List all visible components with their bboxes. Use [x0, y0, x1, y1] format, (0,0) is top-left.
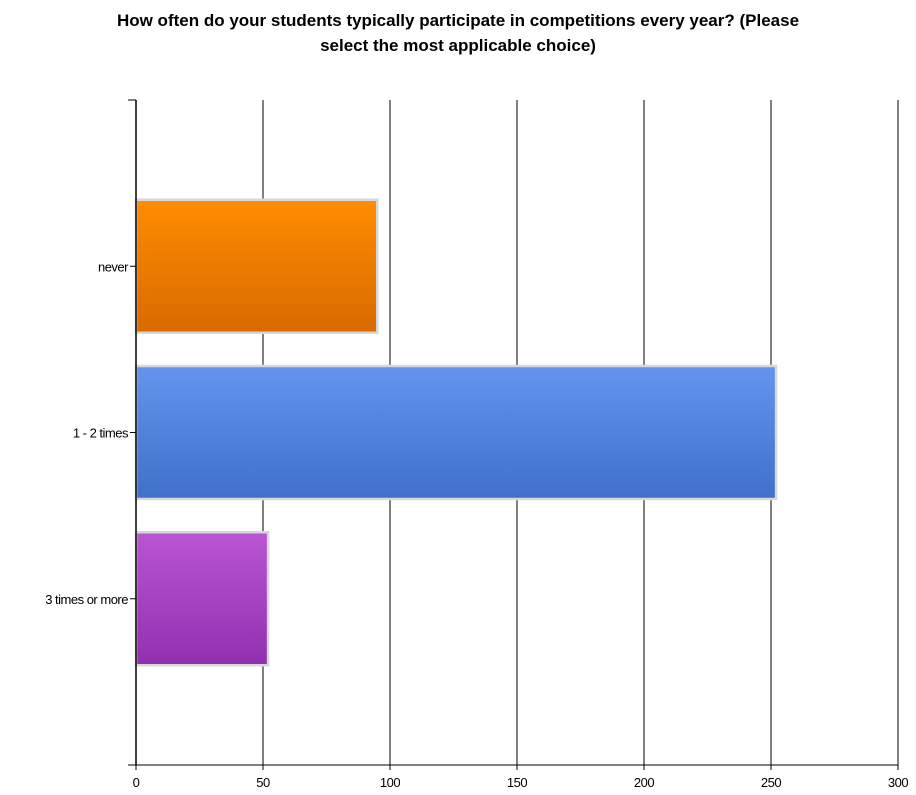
x-tick-label: 0 — [133, 775, 140, 790]
x-tick-label: 150 — [507, 775, 527, 790]
chart-title-line-1: How often do your students typically par… — [116, 11, 800, 30]
bars — [134, 198, 778, 667]
x-tick-label: 100 — [380, 775, 400, 790]
bar-3-times-or-more — [134, 531, 270, 667]
chart-title: How often do your students typically par… — [0, 8, 916, 58]
x-tick-label: 250 — [761, 775, 781, 790]
x-tick-label: 50 — [256, 775, 270, 790]
y-category-label: 3 times or more — [45, 592, 128, 607]
y-category-label: never — [98, 259, 129, 274]
x-tick-label: 200 — [634, 775, 654, 790]
y-category-label: 1 - 2 times — [73, 426, 129, 441]
x-tick-label: 300 — [888, 775, 908, 790]
chart-title-line-2: select the most applicable choice) — [320, 36, 596, 55]
y-axis-categories: never 1 - 2 times 3 times or more — [45, 259, 136, 607]
x-axis-ticks: 0 50 100 150 200 250 300 — [133, 765, 909, 790]
bar-never — [134, 198, 379, 334]
bar-1---2-times — [134, 364, 778, 501]
